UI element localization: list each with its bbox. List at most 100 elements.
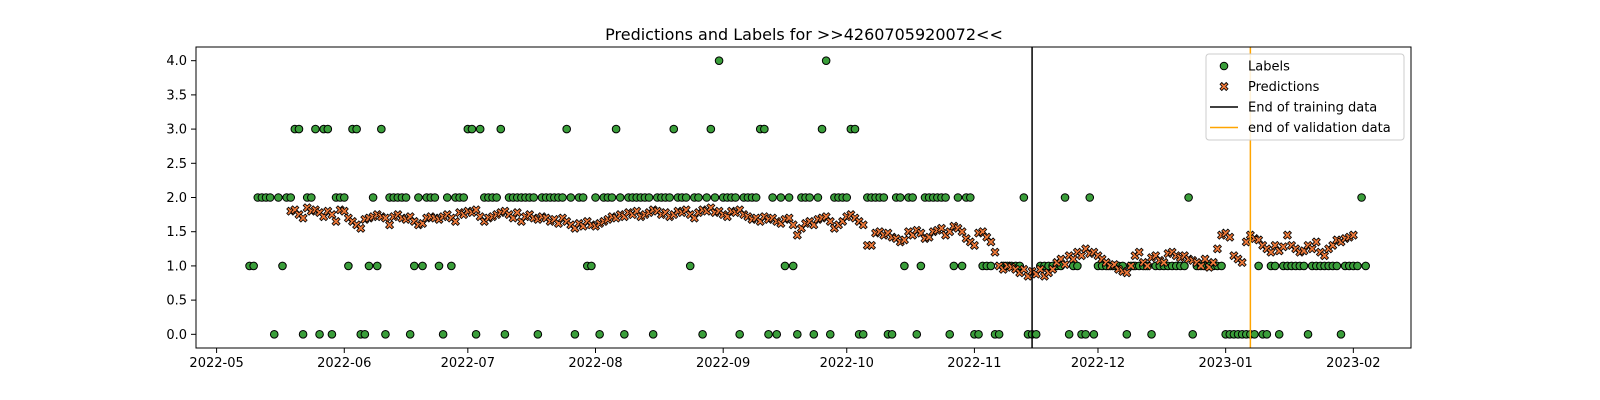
label-point [438,330,448,339]
label-point [912,330,922,339]
label-point [1184,193,1193,202]
label-point [850,124,860,134]
legend-entry: Predictions [1248,80,1320,95]
label-point [298,330,308,339]
prediction-point [1212,244,1222,254]
label-point [1353,261,1362,271]
label-point [529,193,539,202]
label-point [784,193,794,202]
label-point [1299,261,1309,271]
prediction-point [1159,257,1169,268]
label-point [788,261,798,271]
label-point [611,124,621,134]
label-point [1217,261,1226,271]
label-point [698,330,707,339]
label-point [714,56,724,65]
chart-title: Predictions and Labels for >>42607059200… [605,25,1003,44]
y-tick-label: 1.0 [166,259,187,274]
label-point [731,193,740,202]
label-point [974,330,983,339]
prediction-point [1196,261,1206,271]
label-point [949,261,959,271]
label-point [327,330,337,339]
label-point [401,193,411,202]
label-point [311,124,320,134]
y-tick-label: 4.0 [166,54,187,69]
label-point [1073,261,1082,271]
prediction-point [327,210,337,220]
label-point [1085,193,1095,202]
prediction-point [957,227,967,237]
label-point [681,193,691,202]
legend-entry: end of validation data [1248,121,1391,136]
label-point [1081,330,1090,339]
label-point [1274,330,1284,339]
label-point [768,193,777,202]
label-point [994,330,1004,339]
label-point [751,193,761,202]
prediction-point [339,206,349,216]
label-point [694,193,703,202]
label-point [409,261,419,271]
label-point [669,124,679,134]
label-point [1060,193,1070,202]
label-point [986,261,996,271]
prediction-point [298,213,308,223]
label-point [315,330,324,339]
label-point [780,261,790,271]
label-point [414,193,423,202]
x-tick-label: 2022-10 [820,356,874,371]
legend-entry: Labels [1248,60,1290,75]
label-point [274,193,283,202]
x-tick-label: 2022-06 [317,356,371,371]
label-point [1147,330,1156,339]
prediction-point [1319,251,1330,261]
label-point [776,193,786,202]
label-point [418,261,427,271]
label-point [957,261,967,271]
label-point [941,193,950,202]
label-point [496,124,506,134]
label-point [286,193,296,202]
prediction-point [1134,247,1144,257]
label-point [916,261,926,271]
y-tick-label: 0.5 [166,294,187,309]
prediction-point [380,213,391,223]
label-point [966,193,975,202]
label-point [809,330,819,339]
y-tick-label: 2.0 [166,191,187,206]
label-point [381,330,390,339]
x-tick-label: 2022-12 [1071,356,1125,371]
label-point [570,330,580,339]
label-point [372,261,382,271]
legend-labels-marker [1219,61,1229,71]
label-point [1064,330,1074,339]
prediction-point [1076,251,1087,261]
prediction-point [866,240,877,250]
label-point [685,261,695,271]
label-point [442,193,452,202]
label-point [793,330,802,339]
label-point [269,330,279,339]
label-point [1361,261,1370,271]
label-point [492,193,501,202]
prediction-point [784,213,794,223]
label-point [1122,330,1132,339]
label-point [249,261,258,271]
legend: Labels Predictions End of training data end… [1205,53,1405,141]
label-point [821,56,831,65]
prediction-point [1122,268,1132,278]
label-point [1262,330,1272,339]
label-point [879,193,889,202]
x-tick-label: 2023-01 [1198,356,1252,371]
y-tick-label: 1.5 [166,225,187,240]
label-point [825,330,835,339]
label-point [817,124,827,134]
prediction-point [1237,257,1247,268]
label-point [562,124,571,134]
prediction-point [1208,257,1218,268]
prediction-point [1307,244,1317,254]
plot-area: 0.0 0.5 1.0 1.5 2.0 2.5 3.0 3.5 4.0 2022-05 2022-0… [166,46,1412,371]
label-point [294,124,304,134]
